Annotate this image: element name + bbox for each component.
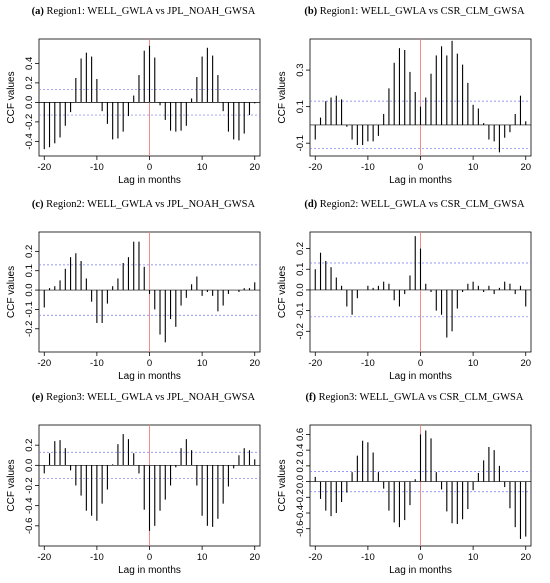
y-tick-label: -0.4 (295, 505, 306, 521)
x-tick-label: -10 (361, 162, 375, 173)
panel-label: (e) (32, 392, 44, 403)
y-tick-label: 0.0 (24, 96, 35, 109)
ccf-panel: (c) Region2: WELL_GWLA vs JPL_NOAH_GWSA -… (6, 199, 261, 382)
x-tick-label: -10 (90, 552, 104, 563)
y-tick-label: 0.3 (295, 63, 306, 76)
y-tick-label: 0.2 (24, 76, 35, 89)
y-tick-label: 0.4 (24, 57, 35, 70)
panel-title-text: Region1: WELL_GWLA vs JPL_NOAH_GWSA (44, 6, 256, 17)
y-axis-label: CCF values (6, 71, 17, 123)
panel-title-text: Region1: WELL_GWLA vs CSR_CLM_GWSA (317, 6, 525, 17)
x-tick-label: 0 (147, 358, 152, 369)
y-tick-label: 0.0 (295, 475, 306, 488)
y-tick-label: -0.1 (24, 301, 35, 317)
ccf-panel: (e) Region3: WELL_GWLA vs JPL_NOAH_GWSA -… (6, 392, 261, 576)
y-tick-label: 0.6 (295, 428, 306, 441)
y-tick-label: 0.1 (295, 263, 306, 276)
y-tick-label: 0.2 (24, 245, 35, 258)
x-axis-label: Lag in months (389, 565, 452, 576)
y-tick-label: 0.2 (295, 459, 306, 472)
panel-label: (f) (306, 392, 317, 403)
y-tick-label: 0.2 (295, 242, 306, 255)
y-tick-label: -0.6 (295, 521, 306, 537)
x-axis-label: Lag in months (389, 175, 452, 186)
panel-title-text: Region3: WELL_GWLA vs CSR_CLM_GWSA (316, 392, 524, 403)
y-tick-label: 0.0 (24, 459, 35, 472)
y-tick-label: -0.2 (295, 323, 306, 339)
y-tick-label: 0.2 (24, 439, 35, 452)
x-tick-label: 20 (520, 162, 531, 173)
x-tick-label: 0 (418, 358, 423, 369)
y-axis-label: CCF values (6, 459, 17, 511)
y-axis-label: CCF values (277, 71, 288, 123)
x-tick-label: 10 (468, 162, 479, 173)
x-tick-label: 10 (468, 552, 479, 563)
x-tick-label: -10 (361, 358, 375, 369)
panel-title: (f) Region3: WELL_GWLA vs CSR_CLM_GWSA (306, 392, 524, 403)
y-tick-label: -0.1 (295, 135, 306, 151)
x-tick-label: -10 (361, 552, 375, 563)
panel-label: (b) (304, 6, 317, 17)
y-tick-label: 0.1 (24, 264, 35, 277)
y-axis-label: CCF values (277, 459, 288, 511)
x-tick-label: 20 (249, 358, 260, 369)
y-tick-label: 0.1 (295, 100, 306, 113)
x-tick-label: 20 (520, 552, 531, 563)
panel-title: (e) Region3: WELL_GWLA vs JPL_NOAH_GWSA (32, 392, 256, 403)
x-axis-label: Lag in months (118, 565, 181, 576)
x-tick-label: -20 (37, 358, 51, 369)
panel-title-text: Region2: WELL_GWLA vs CSR_CLM_GWSA (317, 199, 525, 210)
panel-title: (c) Region2: WELL_GWLA vs JPL_NOAH_GWSA (32, 199, 256, 210)
x-tick-label: -20 (37, 552, 51, 563)
panel-title: (d) Region2: WELL_GWLA vs CSR_CLM_GWSA (304, 199, 525, 210)
panel-title: (b) Region1: WELL_GWLA vs CSR_CLM_GWSA (304, 6, 525, 17)
y-tick-label: 0.0 (24, 283, 35, 296)
y-tick-label: -0.2 (295, 489, 306, 505)
y-axis-label: CCF values (6, 266, 17, 318)
ccf-panel: (f) Region3: WELL_GWLA vs CSR_CLM_GWSA -2… (277, 392, 532, 576)
x-tick-label: 0 (147, 162, 152, 173)
x-tick-label: 10 (468, 358, 479, 369)
x-tick-label: 20 (249, 162, 260, 173)
panel-label: (d) (304, 199, 317, 210)
panel-title: (a) Region1: WELL_GWLA vs JPL_NOAH_GWSA (32, 6, 256, 17)
y-tick-label: -0.4 (24, 497, 35, 513)
ccf-panel: (b) Region1: WELL_GWLA vs CSR_CLM_GWSA -2… (277, 6, 532, 186)
ccf-panel: (a) Region1: WELL_GWLA vs JPL_NOAH_GWSA -… (6, 6, 261, 186)
x-tick-label: 0 (418, 162, 423, 173)
x-tick-label: 10 (197, 358, 208, 369)
y-tick-label: 0.0 (295, 283, 306, 296)
y-tick-label: -0.4 (24, 133, 35, 149)
x-axis-label: Lag in months (118, 371, 181, 382)
panel-label: (c) (32, 199, 44, 210)
y-tick-label: -0.1 (295, 302, 306, 318)
x-tick-label: -10 (90, 162, 104, 173)
x-axis-label: Lag in months (389, 371, 452, 382)
x-tick-label: 10 (197, 552, 208, 563)
ccf-panel: (d) Region2: WELL_GWLA vs CSR_CLM_GWSA -2… (277, 199, 532, 382)
x-tick-label: 0 (418, 552, 423, 563)
y-tick-label: -0.2 (24, 477, 35, 493)
x-tick-label: 0 (147, 552, 152, 563)
panel-title-text: Region2: WELL_GWLA vs JPL_NOAH_GWSA (44, 199, 256, 210)
x-tick-label: -20 (37, 162, 51, 173)
x-axis-label: Lag in months (118, 175, 181, 186)
y-tick-label: -0.2 (24, 321, 35, 337)
panel-title-text: Region3: WELL_GWLA vs JPL_NOAH_GWSA (44, 392, 256, 403)
x-tick-label: 20 (249, 552, 260, 563)
x-tick-label: -20 (308, 162, 322, 173)
y-axis-label: CCF values (277, 266, 288, 318)
x-tick-label: 20 (520, 358, 531, 369)
y-tick-label: -0.6 (24, 518, 35, 534)
x-tick-label: -20 (308, 552, 322, 563)
panel-label: (a) (32, 6, 45, 17)
x-tick-label: 10 (197, 162, 208, 173)
y-tick-label: -0.2 (24, 114, 35, 130)
x-tick-label: -20 (308, 358, 322, 369)
x-tick-label: -10 (90, 358, 104, 369)
y-tick-label: 0.4 (295, 444, 306, 457)
